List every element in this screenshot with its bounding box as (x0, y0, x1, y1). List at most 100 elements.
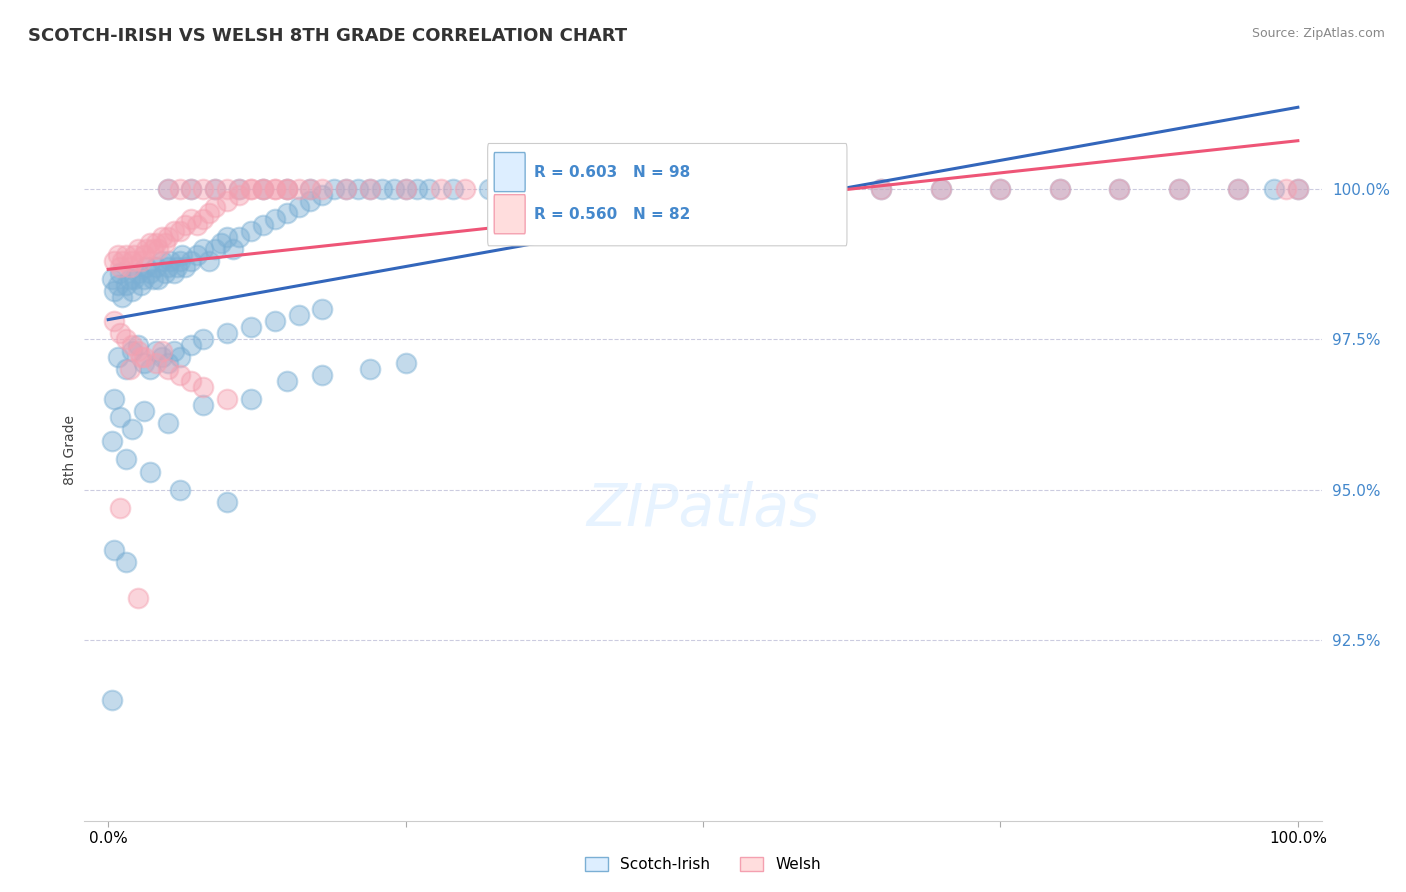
Point (146, 242, 169, 256)
Point (186, 218, 208, 232)
Point (103, 314, 125, 328)
Point (394, 356, 416, 370)
Point (121, 338, 143, 352)
Point (929, 181, 952, 195)
Point (124, 272, 146, 286)
Point (359, 181, 381, 195)
Point (299, 181, 322, 195)
Point (131, 253, 153, 268)
Point (811, 181, 834, 195)
Point (139, 235, 162, 250)
Point (155, 266, 177, 280)
Point (1167, 181, 1189, 195)
Point (156, 181, 179, 195)
Point (145, 344, 167, 359)
Point (107, 350, 129, 364)
Point (108, 500, 131, 515)
Point (156, 356, 179, 370)
Point (1167, 181, 1189, 195)
Point (198, 253, 221, 268)
Point (252, 181, 274, 195)
Point (382, 181, 405, 195)
Point (180, 181, 202, 195)
Point (139, 362, 162, 376)
Point (287, 200, 309, 214)
Point (155, 235, 177, 250)
Point (103, 284, 125, 298)
Point (222, 242, 245, 256)
Point (162, 224, 184, 238)
Point (108, 326, 131, 340)
Point (156, 181, 179, 195)
Point (276, 181, 298, 195)
Point (287, 308, 309, 322)
Point (572, 181, 595, 195)
Point (169, 350, 191, 364)
Point (347, 181, 370, 195)
Legend: Scotch-Irish, Welsh: Scotch-Irish, Welsh (585, 857, 821, 872)
Point (145, 260, 167, 274)
Point (217, 181, 239, 195)
Y-axis label: 8th Grade: 8th Grade (63, 416, 77, 485)
Point (299, 194, 322, 208)
Point (633, 181, 655, 195)
Point (359, 362, 381, 376)
Point (204, 242, 226, 256)
Point (118, 362, 141, 376)
Point (142, 272, 165, 286)
FancyBboxPatch shape (488, 144, 846, 246)
Point (145, 356, 167, 370)
Point (127, 344, 149, 359)
Text: ZIPatlas: ZIPatlas (586, 481, 820, 538)
Point (193, 211, 215, 226)
Point (150, 253, 173, 268)
Point (228, 181, 250, 195)
Point (193, 181, 215, 195)
Point (170, 248, 193, 262)
Point (751, 181, 773, 195)
Point (311, 368, 333, 383)
Point (263, 211, 285, 226)
Point (239, 181, 262, 195)
Point (111, 253, 134, 268)
Point (394, 181, 416, 195)
Point (174, 260, 197, 274)
Point (131, 277, 153, 292)
Point (146, 272, 169, 286)
Point (228, 229, 250, 244)
Point (156, 362, 179, 376)
Point (193, 242, 215, 256)
Point (252, 218, 274, 232)
Point (418, 181, 440, 195)
Point (716, 181, 738, 195)
Point (135, 260, 157, 274)
Point (139, 465, 162, 479)
FancyBboxPatch shape (495, 153, 526, 192)
Point (121, 253, 143, 268)
Point (394, 181, 416, 195)
Point (276, 374, 298, 388)
Point (633, 181, 655, 195)
Point (156, 260, 179, 274)
Point (371, 181, 394, 195)
Point (1275, 181, 1298, 195)
Point (668, 181, 690, 195)
Point (228, 181, 250, 195)
Point (1049, 181, 1071, 195)
Text: Source: ZipAtlas.com: Source: ZipAtlas.com (1251, 27, 1385, 40)
FancyBboxPatch shape (495, 194, 526, 234)
Point (430, 181, 453, 195)
Point (1049, 181, 1071, 195)
Point (121, 422, 143, 436)
Point (252, 181, 274, 195)
Point (263, 314, 285, 328)
Point (811, 181, 834, 195)
Point (526, 181, 548, 195)
Point (454, 181, 477, 195)
Point (115, 362, 138, 376)
Point (572, 181, 595, 195)
Point (180, 181, 202, 195)
Point (162, 344, 184, 359)
Point (489, 181, 512, 195)
Point (174, 218, 197, 232)
